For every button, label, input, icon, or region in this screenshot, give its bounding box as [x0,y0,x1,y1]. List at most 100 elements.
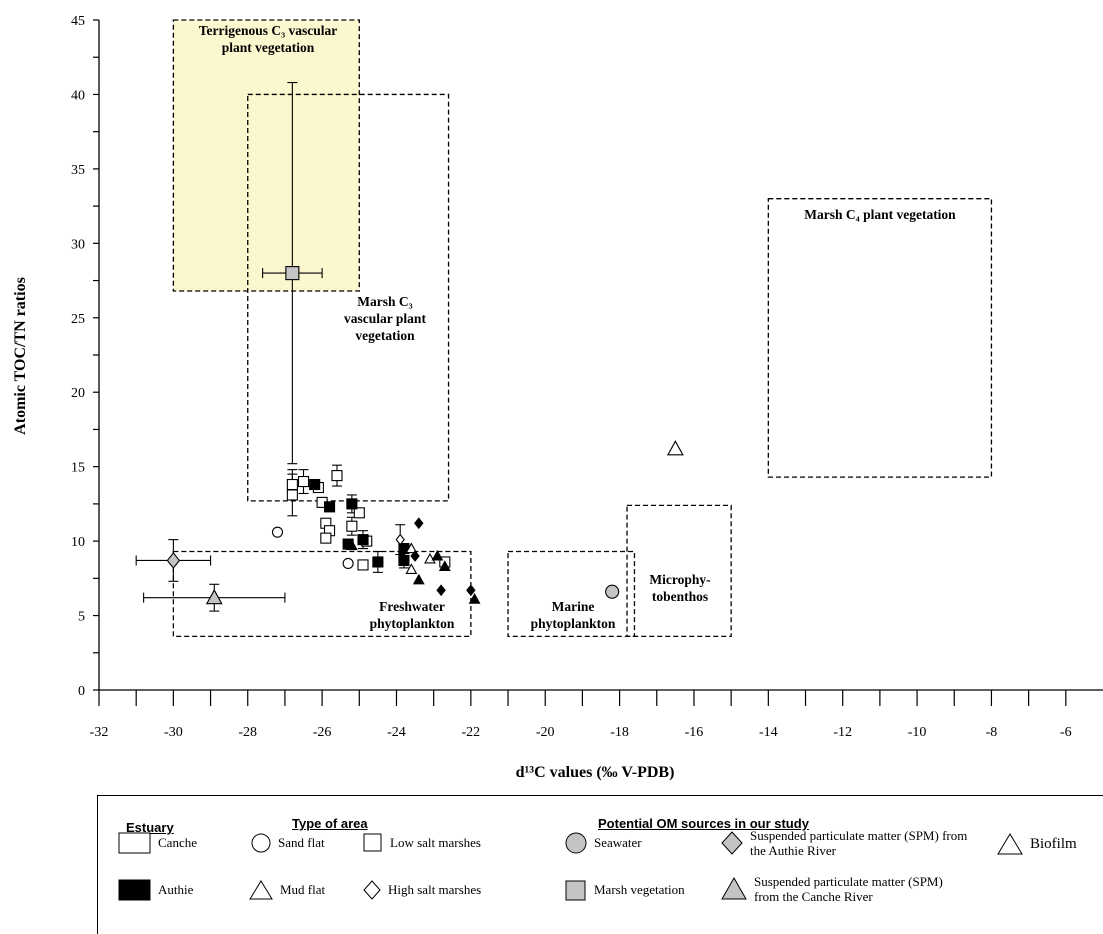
legend-item-marsh-vegetation: Marsh vegetation [564,879,685,901]
legend-label-seawater: Seawater [594,835,642,850]
y-tick-label: 35 [71,163,85,178]
y-tick-label: 40 [71,88,85,103]
data-point [285,266,300,281]
x-tick-label: -12 [833,725,852,740]
y-tick-label: 5 [78,610,85,625]
legend-item-high-salt-marshes: High salt marshes [362,879,481,901]
region-label-terrigenous: Terrigenous C₃ vascular plant vegetation [199,23,338,55]
legend-label-low-salt-marshes: Low salt marshes [390,835,481,850]
data-point [320,532,332,544]
data-point [431,549,444,561]
region-label-marsh-c4: Marsh C₄ plant vegetation [804,207,956,222]
data-point [398,554,410,567]
legend-item-canche: Canche [118,831,197,855]
data-point [466,584,476,597]
x-tick-label: -20 [536,725,555,740]
data-point [357,534,369,546]
x-tick-label: -24 [387,725,406,740]
x-tick-label: -8 [986,725,998,740]
data-point [205,589,223,605]
legend-label-spm-authie: Suspended particulate matter (SPM) from … [750,828,968,858]
data-point [286,489,298,501]
legend-label-mud-flat: Mud flat [280,882,326,897]
y-tick-label: 25 [71,312,85,327]
data-point [468,593,481,604]
axes: -32 -30 -28 -26 -24 -22 -20 -18 -16 -14 -12 -10 -8 -6… [71,14,1103,740]
legend-item-spm-authie: Suspended particulate matter (SPM) from … [720,828,978,858]
data-point [436,584,446,597]
x-tick-label: -6 [1060,725,1072,740]
data-point [412,573,425,585]
data-point [414,517,424,530]
data-point [346,520,358,532]
data-point [309,478,321,491]
data-point [353,507,365,519]
legend-item-spm-canche: Suspended particulate matter (SPM) from … [720,874,964,904]
legend-item-mud-flat: Mud flat [248,879,325,901]
x-tick-label: -16 [685,725,704,740]
region-label-marsh-c3: Marsh C₃ vascular plant vegetation [344,294,426,343]
y-tick-label: 10 [71,535,85,550]
x-tick-label: -22 [462,725,481,740]
region-label-freshwater: Freshwater phytoplankton [370,599,455,631]
legend-item-sand-flat: Sand flat [250,832,325,854]
legend-label-biofilm: Biofilm [1030,835,1077,852]
legend-heading-estuary: Estuary [126,820,174,835]
scatter-plot: Terrigenous C₃ vascular plant vegetation M… [12,14,1103,781]
source-regions: Terrigenous C₃ vascular plant vegetation M… [172,19,993,638]
region-terrigenous [172,19,360,292]
legend-label-authie: Authie [158,882,194,897]
region-label-microphytobenthos: Microphy-tobenthos [649,572,710,604]
data-point [342,557,354,569]
region-label-marine: Marine phytoplankton [531,599,616,631]
legend: Estuary Type of area Potential OM source… [97,795,1103,934]
x-tick-label: -14 [759,725,778,740]
data-point [372,556,384,568]
legend-item-biofilm: Biofilm [996,832,1077,856]
x-axis-label: d¹³C values (‰ V-PDB) [516,764,675,781]
legend-label-spm-canche: Suspended particulate matter (SPM) from … [754,874,943,904]
x-tick-label: -28 [238,725,257,740]
data-point [395,533,405,546]
y-tick-label: 20 [71,386,85,401]
y-axis-label: Atomic TOC/TN ratios [12,277,29,435]
legend-heading-area: Type of area [292,816,368,831]
data-point [346,498,358,510]
x-tick-label: -10 [908,725,927,740]
data-point [666,440,684,456]
legend-item-seawater: Seawater [564,832,642,854]
legend-heading-sources: Potential OM sources in our study [598,816,809,831]
data-point [166,552,181,569]
x-tick-label: -30 [164,725,183,740]
data-point [405,563,418,574]
legend-label-marsh-vegetation: Marsh vegetation [594,882,685,897]
y-tick-label: 45 [71,14,85,29]
legend-item-authie: Authie [118,878,193,902]
data-point [424,552,436,564]
x-tick-label: -26 [313,725,332,740]
y-tick-label: 15 [71,461,85,476]
data-points [166,266,684,605]
data-point [357,559,369,571]
data-point [405,542,418,554]
data-point [345,539,358,551]
region-marsh-c4 [767,198,993,478]
y-tick-label: 30 [71,237,85,252]
x-tick-label: -18 [610,725,629,740]
data-point [438,560,451,571]
legend-item-low-salt-marshes: Low salt marshes [362,832,481,854]
legend-label-canche: Canche [158,835,197,850]
data-point [297,476,310,488]
data-point [331,470,343,482]
data-point [286,478,298,491]
data-point [323,501,336,513]
x-tick-label: -32 [90,725,109,740]
data-point [410,550,420,562]
legend-label-sand-flat: Sand flat [278,835,325,850]
legend-label-high-salt-marshes: High salt marshes [388,882,482,897]
data-point [271,526,284,538]
region-microphytobenthos [626,504,732,638]
region-marine [507,550,636,638]
y-tick-label: 0 [78,684,85,699]
data-point [605,584,620,599]
